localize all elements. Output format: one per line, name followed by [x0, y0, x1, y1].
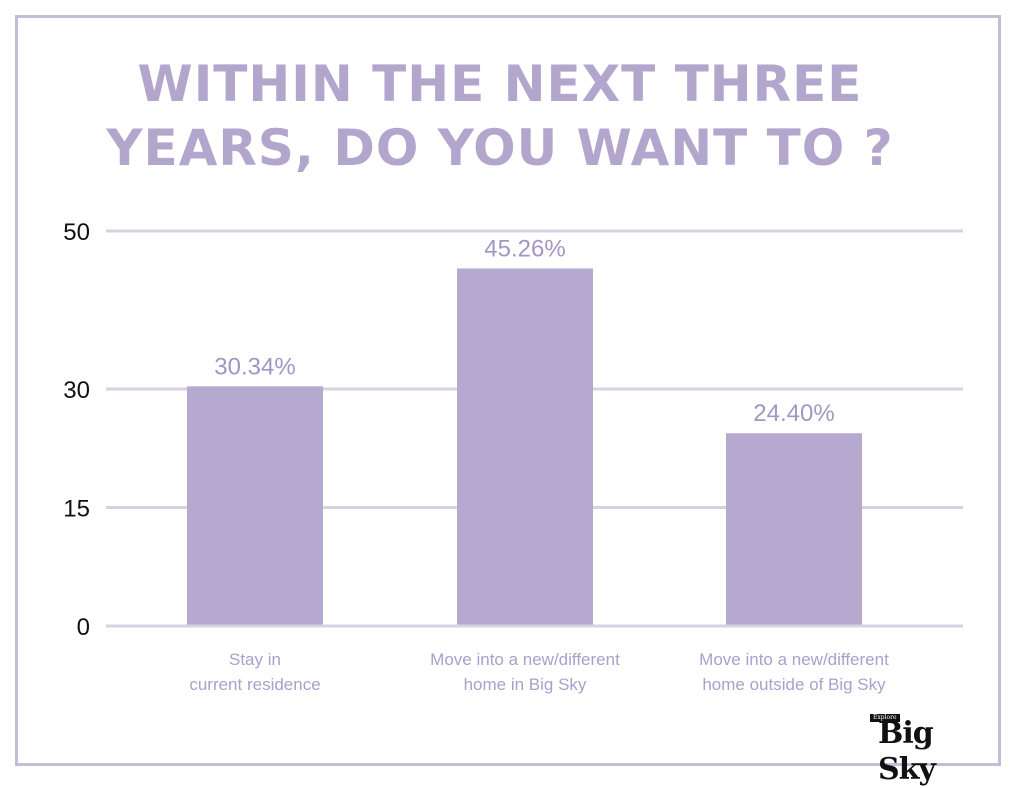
- bar: [726, 433, 862, 626]
- x-tick-label: Move into a new/different: [430, 650, 620, 669]
- chart-title-line-1: WITHIN THE NEXT THREE: [137, 55, 863, 113]
- y-tick-label: 15: [63, 496, 90, 523]
- y-tick-label: 50: [63, 219, 90, 246]
- x-tick-label: Move into a new/different: [699, 650, 889, 669]
- logo-tag: Explore: [870, 714, 900, 722]
- chart-title: WITHIN THE NEXT THREE YEARS, DO YOU WANT…: [0, 52, 1000, 180]
- x-tick-label: Stay in: [229, 650, 281, 669]
- x-tick-label: home outside of Big Sky: [702, 675, 886, 694]
- x-tick-label: home in Big Sky: [464, 675, 587, 694]
- chart-title-line-2: YEARS, DO YOU WANT TO ?: [106, 119, 894, 177]
- y-tick-label: 0: [77, 614, 90, 641]
- x-tick-label: current residence: [189, 675, 320, 694]
- logo-name: Big Sky: [878, 716, 936, 787]
- data-label: 45.26%: [484, 235, 565, 262]
- bar: [187, 386, 323, 626]
- big-sky-logo: Explore Big Sky: [870, 712, 995, 787]
- data-label: 30.34%: [214, 353, 295, 380]
- data-label: 24.40%: [753, 400, 834, 427]
- bar: [457, 268, 593, 626]
- y-tick-label: 30: [63, 377, 90, 404]
